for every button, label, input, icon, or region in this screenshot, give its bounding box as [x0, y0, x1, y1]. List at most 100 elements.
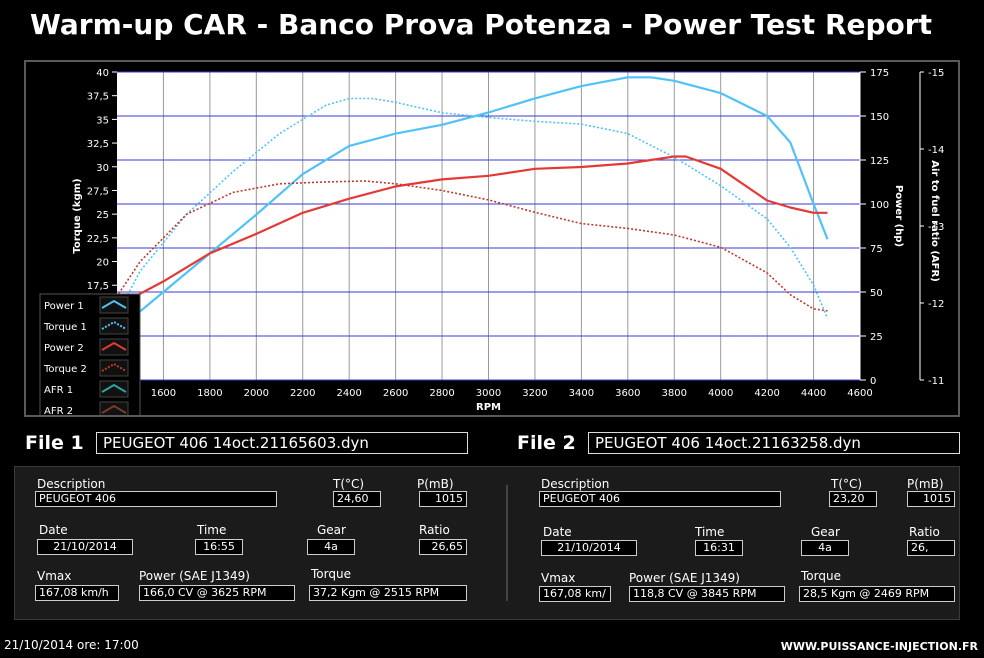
- footer-datetime: 21/10/2014 ore: 17:00: [4, 638, 139, 652]
- x-tick-label: 3000: [476, 388, 501, 399]
- x-tick-label: 2600: [383, 388, 408, 399]
- legend-swatch: [99, 338, 129, 356]
- torque-tick-label: 30: [96, 163, 109, 174]
- series-torque-2: [117, 180, 828, 312]
- legend-label: Torque 1: [43, 322, 87, 333]
- run2-ratio-label: Ratio: [909, 525, 940, 539]
- legend-label: Power 2: [44, 343, 84, 354]
- run1-gear-field: 4a: [307, 539, 355, 555]
- legend-line: [101, 362, 127, 372]
- power-chart: 1600 1800 2000 2200 2400 2600 2800 3000 3200 3400…: [24, 60, 960, 417]
- series-power-1: [117, 76, 829, 332]
- x-tick-label: 4000: [708, 388, 733, 399]
- power-tick-label: 25: [870, 332, 883, 343]
- run2-temp-field: 23,20: [829, 491, 877, 507]
- x-tick-label: 2000: [244, 388, 269, 399]
- torque-tick-label: 40: [96, 68, 109, 79]
- legend-label: AFR 2: [44, 406, 73, 415]
- x-tick-label: 1800: [197, 388, 222, 399]
- x-axis-title: RPM: [476, 402, 501, 413]
- run1-power-field: 166,0 CV @ 3625 RPM: [139, 585, 295, 601]
- run1-description-field: PEUGEOT 406: [35, 491, 277, 507]
- power-tick-label: 50: [870, 288, 883, 299]
- run2-vmax-field: 167,08 km/: [539, 586, 611, 602]
- run2-ratio-field: 26,: [907, 540, 955, 556]
- run2-date-field: 21/10/2014: [541, 540, 637, 556]
- torque-tick-label: 20: [96, 258, 109, 269]
- legend-line: [101, 320, 127, 330]
- x-tick-label: 3600: [615, 388, 640, 399]
- run2-time-label: Time: [695, 525, 725, 539]
- run2-gear-label: Gear: [811, 525, 840, 539]
- legend-line: [101, 341, 127, 351]
- power-tick-label: 100: [870, 200, 889, 211]
- legend-line: [101, 383, 127, 393]
- run1-power-label: Power (SAE J1349): [139, 569, 250, 583]
- series-torque-1: [117, 97, 829, 319]
- x-tick-label: 3800: [662, 388, 687, 399]
- run2-pressure-field: 1015: [907, 491, 955, 507]
- run2-pressure-label: P(mB): [907, 477, 944, 491]
- legend-swatch: [99, 359, 129, 377]
- torque-tick-label: 37,5: [87, 92, 109, 103]
- run2-description-label: Description: [541, 477, 610, 491]
- run2-date-label: Date: [543, 525, 572, 539]
- torque-tick-label: 32,5: [87, 139, 109, 150]
- run2-power-label: Power (SAE J1349): [629, 571, 740, 585]
- legend-swatch: [99, 296, 129, 314]
- legend-swatch: [99, 401, 129, 415]
- run1-date-field: 21/10/2014: [37, 539, 133, 555]
- legend-label: Torque 2: [43, 364, 87, 375]
- file1-name-field[interactable]: PEUGEOT 406 14oct.21165603.dyn: [96, 432, 468, 454]
- run2-temp-label: T(°C): [831, 477, 863, 491]
- chart-legend: Power 1 Torque 1 Power 2 Torque 2 AFR 1 AFR 2: [39, 293, 141, 415]
- run1-temp-field: 24,60: [333, 491, 381, 507]
- run1-ratio-label: Ratio: [419, 523, 450, 537]
- legend-line: [101, 299, 127, 309]
- x-tick-label: 4600: [847, 388, 872, 399]
- run1-torque-field: 37,2 Kgm @ 2515 RPM: [309, 585, 467, 601]
- run1-vmax-label: Vmax: [37, 569, 72, 583]
- run2-time-field: 16:31: [695, 540, 743, 556]
- power-tick-label: 75: [870, 244, 883, 255]
- x-tick-label: 2800: [429, 388, 454, 399]
- file2-name-field[interactable]: PEUGEOT 406 14oct.21163258.dyn: [588, 432, 960, 454]
- run1-pressure-field: 1015: [419, 491, 467, 507]
- legend-line: [101, 404, 127, 414]
- run1-pressure-label: P(mB): [417, 477, 454, 491]
- legend-swatch: [99, 380, 129, 398]
- run1-time-field: 16:55: [195, 539, 243, 555]
- afr-tick-label: -14: [928, 145, 944, 156]
- x-tick-label: 1600: [151, 388, 176, 399]
- run1-vmax-field: 167,08 km/h: [35, 585, 119, 601]
- power-axis-title: Power (hp): [893, 185, 904, 247]
- file2-label: File 2: [517, 432, 576, 454]
- run1-description-label: Description: [37, 477, 106, 491]
- run-details-panel: Description PEUGEOT 406 T(°C) 24,60 P(mB…: [14, 466, 960, 620]
- torque-axis-title: Torque (kgm): [72, 178, 83, 253]
- run1-date-label: Date: [39, 523, 68, 537]
- afr-axis-title: Air to fuel ratio (AFR): [929, 160, 940, 282]
- x-tick-label: 4200: [754, 388, 779, 399]
- afr-tick-label: -13: [928, 222, 944, 233]
- run1-temp-label: T(°C): [333, 477, 365, 491]
- chart-svg: 1600 1800 2000 2200 2400 2600 2800 3000 3200 3400…: [39, 68, 944, 415]
- x-tick-label: 2200: [290, 388, 315, 399]
- run2-gear-field: 4a: [801, 540, 849, 556]
- footer-website[interactable]: WWW.PUISSANCE-INJECTION.FR: [780, 640, 978, 653]
- power-tick-label: 175: [870, 68, 889, 79]
- legend-swatch: [99, 317, 129, 335]
- run1-time-label: Time: [197, 523, 227, 537]
- x-tick-label: 3400: [569, 388, 594, 399]
- torque-tick-label: 22,5: [87, 234, 109, 245]
- panel-divider: [506, 485, 508, 601]
- series-power-2: [117, 155, 828, 308]
- run2-torque-label: Torque: [801, 569, 841, 583]
- torque-tick-label: 35: [96, 115, 109, 126]
- run2-vmax-label: Vmax: [541, 571, 576, 585]
- run1-torque-label: Torque: [311, 567, 351, 581]
- power-tick-label: 125: [870, 156, 889, 167]
- afr-tick-label: -15: [928, 68, 944, 79]
- run2-torque-field: 28,5 Kgm @ 2469 RPM: [799, 586, 955, 602]
- run1-gear-label: Gear: [317, 523, 346, 537]
